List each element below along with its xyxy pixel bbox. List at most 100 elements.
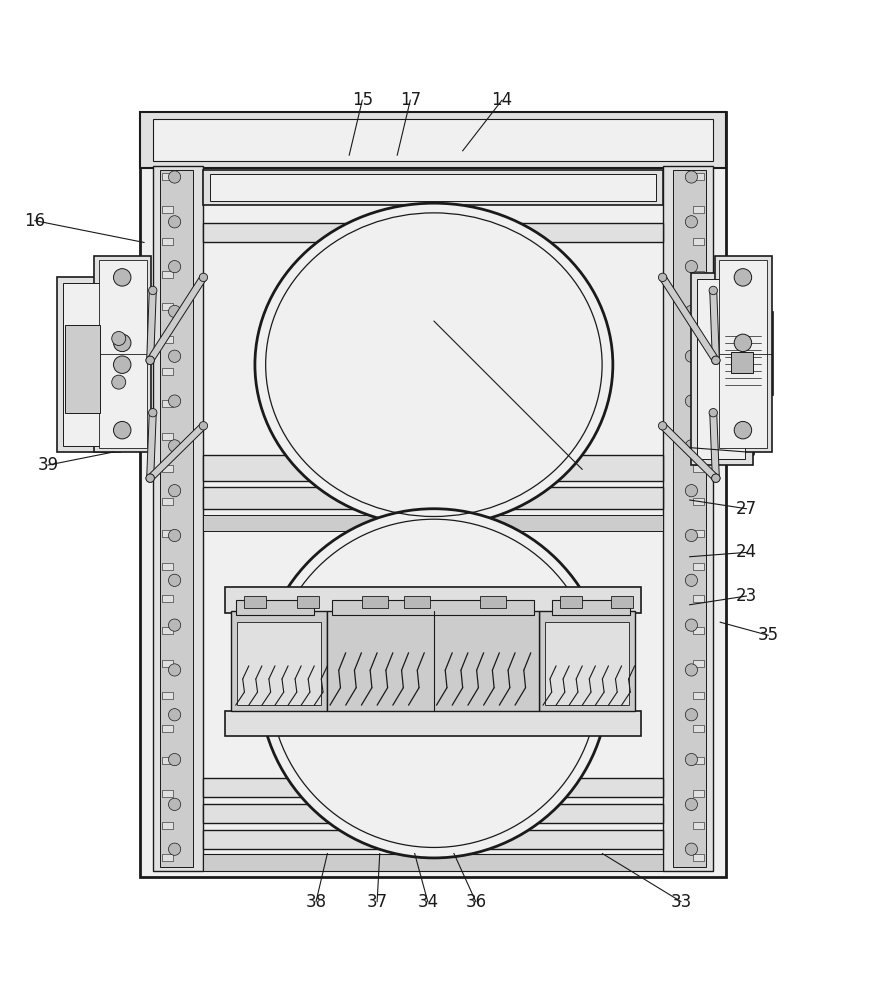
Circle shape — [168, 619, 181, 631]
Circle shape — [734, 356, 752, 373]
Bar — [63, 283, 111, 446]
Bar — [162, 757, 173, 764]
Bar — [693, 595, 704, 602]
Circle shape — [168, 440, 181, 452]
Bar — [162, 627, 173, 634]
Text: 17: 17 — [400, 91, 421, 109]
Bar — [162, 595, 173, 602]
Bar — [715, 256, 772, 452]
Bar — [162, 790, 173, 797]
Bar — [162, 433, 173, 440]
Bar — [327, 611, 539, 711]
Bar — [162, 173, 173, 180]
Bar — [162, 336, 173, 343]
Text: 36: 36 — [465, 893, 486, 911]
Polygon shape — [710, 413, 719, 478]
Bar — [153, 119, 713, 161]
Circle shape — [685, 619, 698, 631]
Ellipse shape — [255, 203, 613, 526]
Text: 28: 28 — [736, 443, 757, 461]
Bar — [691, 273, 753, 465]
Bar — [225, 711, 641, 736]
Circle shape — [711, 474, 720, 482]
Bar — [697, 279, 745, 459]
Circle shape — [113, 269, 131, 286]
Circle shape — [168, 798, 181, 810]
Bar — [203, 830, 663, 849]
Circle shape — [168, 664, 181, 676]
Bar — [65, 325, 100, 413]
Circle shape — [734, 334, 752, 352]
Bar — [203, 515, 663, 531]
Bar — [693, 530, 704, 537]
Bar — [162, 563, 173, 570]
Bar — [545, 622, 629, 705]
Circle shape — [113, 334, 131, 352]
Bar — [693, 173, 704, 180]
Circle shape — [168, 753, 181, 766]
Circle shape — [685, 798, 698, 810]
Bar — [237, 622, 321, 705]
Bar — [693, 627, 704, 634]
Bar — [203, 487, 663, 509]
Bar — [693, 757, 704, 764]
Circle shape — [168, 843, 181, 855]
Bar — [693, 660, 704, 667]
Text: 34: 34 — [417, 893, 438, 911]
Text: 27: 27 — [736, 500, 757, 518]
Circle shape — [146, 474, 155, 482]
Bar — [611, 596, 633, 608]
Circle shape — [168, 216, 181, 228]
Circle shape — [685, 753, 698, 766]
Circle shape — [168, 261, 181, 273]
Bar — [162, 660, 173, 667]
Bar — [162, 303, 173, 310]
Circle shape — [685, 664, 698, 676]
Text: 23: 23 — [736, 587, 757, 605]
Bar — [236, 600, 314, 615]
Text: 37: 37 — [367, 893, 388, 911]
Circle shape — [113, 356, 131, 373]
Circle shape — [685, 709, 698, 721]
Bar — [693, 368, 704, 375]
Polygon shape — [147, 413, 156, 478]
Bar — [693, 854, 704, 861]
Bar — [693, 822, 704, 829]
Circle shape — [734, 269, 752, 286]
Bar — [140, 112, 726, 877]
Circle shape — [709, 286, 718, 295]
Bar — [162, 271, 173, 278]
Circle shape — [112, 332, 126, 345]
Bar — [140, 112, 726, 168]
Circle shape — [685, 171, 698, 183]
Circle shape — [168, 305, 181, 318]
Bar — [225, 587, 641, 613]
Circle shape — [168, 529, 181, 542]
Text: 38: 38 — [306, 893, 327, 911]
Bar — [693, 465, 704, 472]
Bar — [362, 596, 388, 608]
Bar — [203, 804, 663, 823]
Circle shape — [685, 440, 698, 452]
Bar — [231, 611, 327, 711]
Circle shape — [685, 485, 698, 497]
Polygon shape — [660, 423, 718, 481]
Circle shape — [168, 395, 181, 407]
Bar — [162, 238, 173, 245]
Bar — [162, 400, 173, 407]
Bar — [480, 596, 506, 608]
Circle shape — [168, 171, 181, 183]
Circle shape — [685, 305, 698, 318]
Bar — [673, 170, 706, 867]
Bar — [722, 319, 766, 389]
Circle shape — [148, 286, 157, 295]
Circle shape — [146, 356, 155, 365]
Circle shape — [685, 216, 698, 228]
Text: 14: 14 — [491, 91, 512, 109]
Circle shape — [685, 843, 698, 855]
Bar — [693, 400, 704, 407]
Polygon shape — [710, 290, 719, 360]
Bar — [162, 465, 173, 472]
Bar — [162, 498, 173, 505]
Bar — [731, 352, 753, 373]
